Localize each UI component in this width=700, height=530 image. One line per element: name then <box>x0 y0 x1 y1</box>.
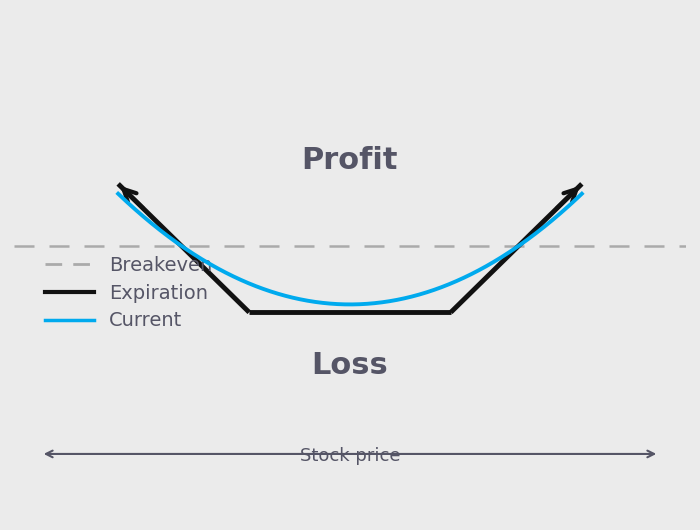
Text: Loss: Loss <box>312 350 388 379</box>
Text: Stock price: Stock price <box>300 447 400 465</box>
Legend: Breakeven, Expiration, Current: Breakeven, Expiration, Current <box>37 248 220 338</box>
Text: Profit: Profit <box>302 146 398 175</box>
